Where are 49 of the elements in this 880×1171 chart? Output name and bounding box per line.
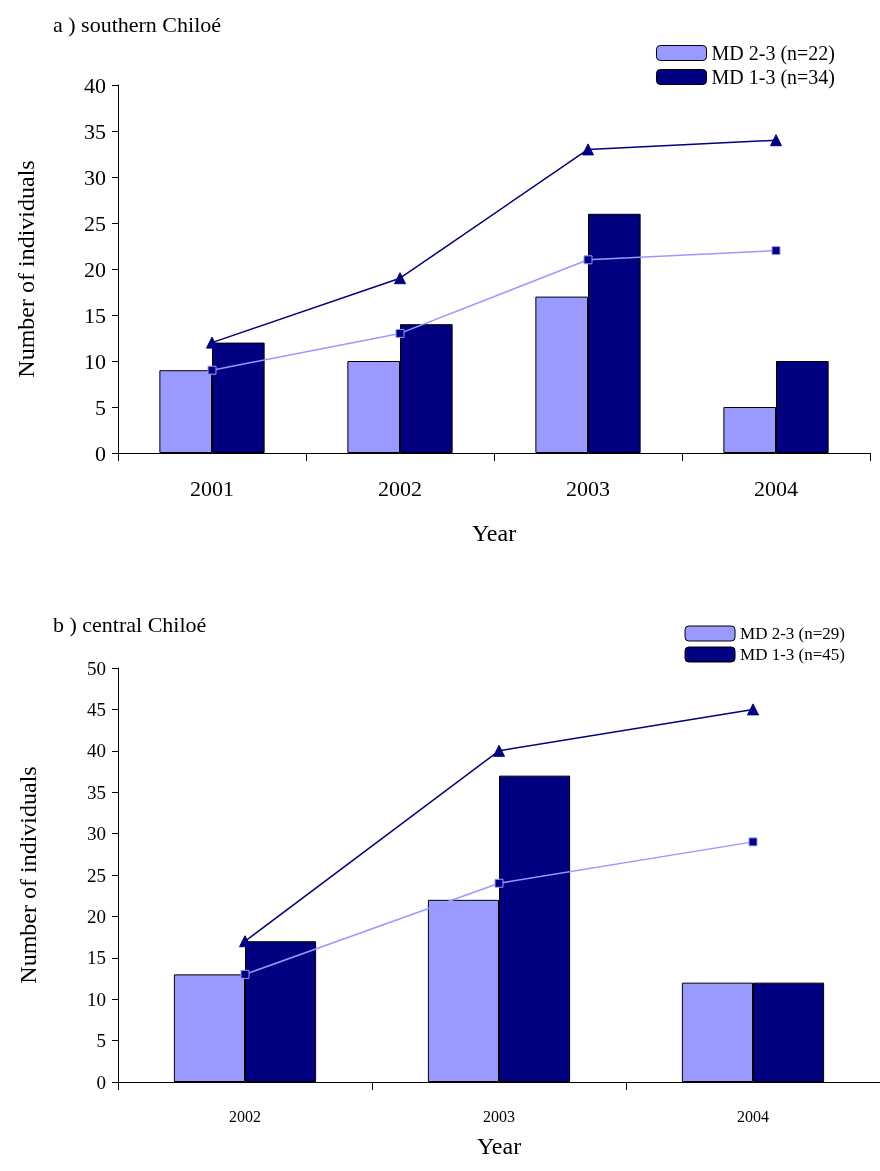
point: [394, 272, 406, 285]
x-axis-title: Year: [476, 1133, 522, 1159]
y-tick-label: 40: [84, 72, 106, 98]
legend-label: MD 1-3 (n=45): [740, 645, 846, 664]
point: [748, 837, 758, 847]
y-tick-label: 30: [84, 164, 106, 190]
y-tick-label: 25: [87, 864, 106, 886]
y-tick-label: 10: [84, 348, 106, 374]
y-tick-label: 0: [95, 440, 106, 466]
point: [583, 255, 593, 265]
x-tick-label: 2002: [229, 1107, 261, 1125]
point: [494, 878, 504, 888]
y-tick-label: 40: [87, 740, 106, 762]
y-tick-label: 25: [84, 210, 106, 236]
x-axis-title: Year: [471, 520, 517, 546]
y-tick-label: 20: [87, 905, 106, 927]
x-tick-label: 2001: [190, 475, 234, 501]
y-tick-label: 20: [84, 256, 106, 282]
y-tick-label: 15: [87, 947, 106, 969]
y-tick-label: 15: [84, 302, 106, 328]
y-tick-label: 50: [87, 657, 106, 679]
y-tick-label: 0: [96, 1071, 106, 1093]
y-axis-title: Number of individuals: [13, 160, 39, 378]
x-tick-label: 2003: [483, 1107, 515, 1125]
point: [582, 143, 594, 156]
chart-title: a ) southern Chiloé: [53, 11, 222, 37]
y-tick-label: 45: [87, 698, 106, 720]
y-tick-label: 10: [87, 988, 106, 1010]
x-tick-label: 2003: [566, 475, 610, 501]
point: [493, 744, 505, 757]
legend-label: MD 2-3 (n=22): [711, 42, 836, 65]
point: [770, 134, 782, 147]
y-tick-label: 5: [95, 394, 106, 420]
x-tick-label: 2004: [754, 475, 798, 501]
point: [207, 365, 217, 375]
y-tick-label: 5: [96, 1030, 106, 1052]
legend-label: MD 1-3 (n=34): [711, 66, 836, 89]
y-tick-label: 35: [87, 781, 106, 803]
y-tick-label: 30: [87, 823, 106, 845]
point: [771, 246, 781, 256]
y-tick-label: 35: [84, 118, 106, 144]
chart-title: b ) central Chiloé: [53, 611, 207, 637]
point: [747, 703, 759, 716]
legend-label: MD 2-3 (n=29): [740, 624, 846, 643]
x-tick-label: 2002: [378, 475, 422, 501]
x-tick-label: 2004: [737, 1107, 769, 1125]
y-axis-title: Number of individuals: [15, 766, 41, 984]
point: [240, 969, 250, 979]
point: [395, 328, 405, 338]
